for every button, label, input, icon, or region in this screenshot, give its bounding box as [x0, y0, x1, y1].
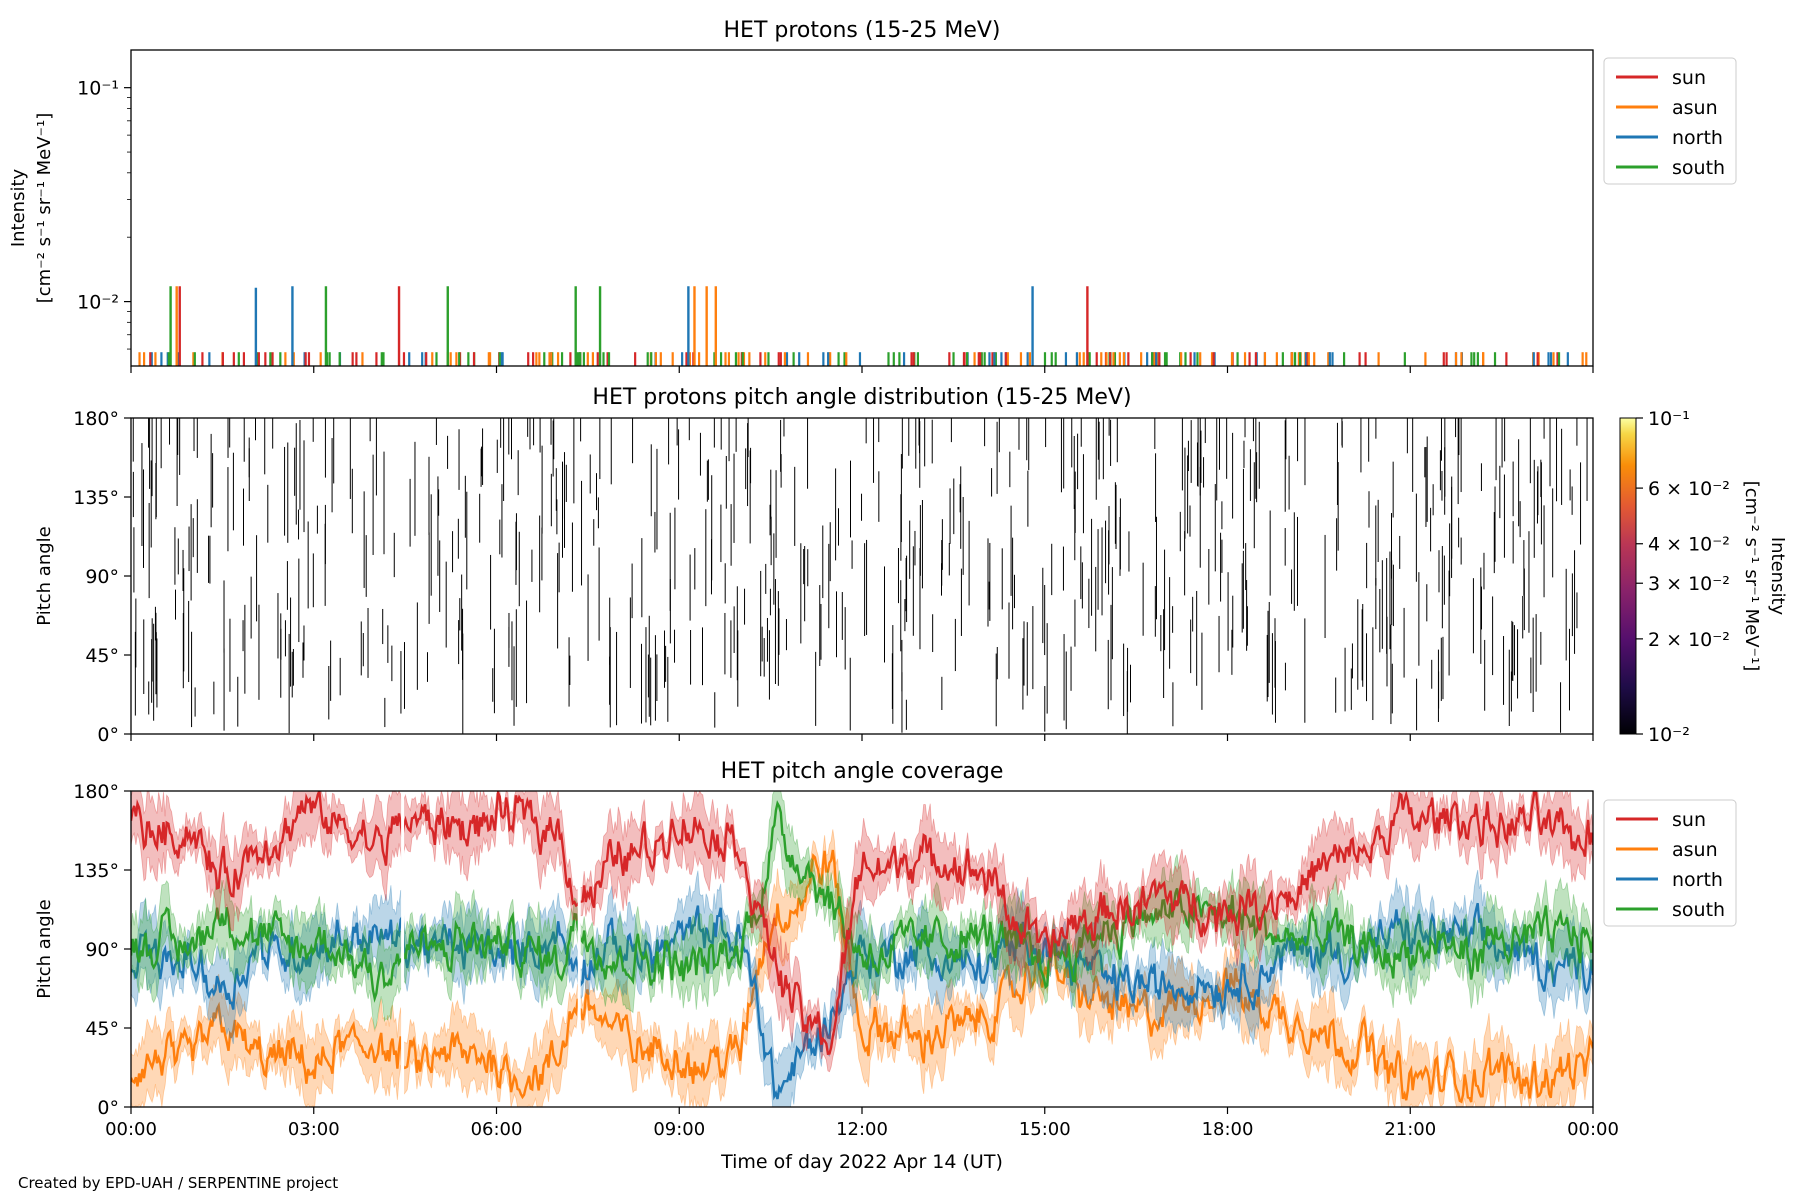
colorbar-tick-label: 10⁻¹	[1648, 408, 1690, 430]
panel1-ylabel-line2: [cm⁻² s⁻¹ sr⁻¹ MeV⁻¹]	[34, 113, 55, 304]
legend-label-asun: asun	[1672, 839, 1718, 861]
y-tick-label: 180°	[73, 781, 119, 803]
colorbar-label-line2: [cm⁻² s⁻¹ sr⁻¹ MeV⁻¹]	[1741, 481, 1762, 672]
x-tick-label: 15:00	[1019, 1119, 1071, 1140]
y-tick-label: 10⁻²	[77, 292, 119, 314]
panel1-frame	[130, 49, 1594, 367]
y-tick-label: 135°	[73, 487, 119, 509]
panel2-title: HET protons pitch angle distribution (15…	[592, 385, 1131, 410]
x-tick-label: 12:00	[836, 1119, 888, 1140]
legend-label-north: north	[1672, 869, 1723, 891]
coverage-band-north	[131, 869, 1593, 1107]
coverage-line-sun	[131, 791, 1593, 1056]
coverage-band-asun	[131, 829, 1593, 1107]
x-tick-label: 03:00	[288, 1119, 340, 1140]
y-tick-label: 45°	[85, 1018, 119, 1040]
panel-pitch-coverage: HET pitch angle coverage 0° 45° 90° 135° 180…	[34, 759, 1737, 1140]
panel2-ylabel: Pitch angle	[34, 526, 55, 625]
colorbar-tick-label: 10⁻²	[1648, 724, 1690, 746]
panel1-legend: sun asun north south	[1603, 57, 1737, 185]
panel3-ylabel: Pitch angle	[34, 899, 55, 998]
y-tick-label: 0°	[97, 1097, 119, 1119]
y-tick-label: 0°	[97, 724, 119, 746]
legend-label-north: north	[1672, 127, 1723, 149]
colorbar	[1619, 417, 1637, 735]
coverage-line-south	[131, 800, 1593, 1003]
panel3-legend: sun asun north south	[1603, 799, 1737, 927]
legend-box	[1603, 799, 1737, 927]
panel1-ylabel-line1: Intensity	[8, 168, 29, 247]
x-tick-label: 06:00	[471, 1119, 523, 1140]
footer-credit: Created by EPD-UAH / SERPENTINE project	[18, 1174, 338, 1192]
x-tick-label: 00:00	[105, 1119, 157, 1140]
panel3-title: HET pitch angle coverage	[721, 759, 1004, 784]
x-tick-label: 09:00	[653, 1119, 705, 1140]
y-tick-label: 180°	[73, 408, 119, 430]
panel1-title: HET protons (15-25 MeV)	[724, 18, 1001, 43]
legend-label-south: south	[1672, 899, 1725, 921]
coverage-band-south	[131, 791, 1593, 1031]
panel-intensity: HET protons (15-25 MeV) 10⁻¹ 10⁻² Intensi…	[8, 18, 1737, 373]
x-axis-label: Time of day 2022 Apr 14 (UT)	[720, 1151, 1003, 1173]
data-gap	[401, 791, 405, 1107]
y-tick-label: 10⁻¹	[77, 78, 119, 100]
panel-pitch-distribution: HET protons pitch angle distribution (15…	[34, 385, 1788, 746]
y-tick-label: 135°	[73, 860, 119, 882]
legend-label-asun: asun	[1672, 97, 1718, 119]
x-tick-label: 21:00	[1384, 1119, 1436, 1140]
colorbar-tick-label: 2 × 10⁻²	[1648, 629, 1730, 651]
y-tick-label: 45°	[85, 645, 119, 667]
legend-label-sun: sun	[1672, 67, 1706, 89]
colorbar-tick-label: 6 × 10⁻²	[1648, 478, 1730, 500]
x-tick-label: 18:00	[1202, 1119, 1254, 1140]
x-tick-label: 00:00	[1567, 1119, 1619, 1140]
colorbar-label-line1: Intensity	[1767, 537, 1788, 616]
coverage-line-north	[131, 902, 1593, 1101]
legend-label-south: south	[1672, 157, 1725, 179]
legend-label-sun: sun	[1672, 809, 1706, 831]
coverage-line-asun	[131, 849, 1593, 1104]
data-gap	[577, 791, 581, 1107]
colorbar-tick-label: 4 × 10⁻²	[1648, 534, 1730, 556]
y-tick-label: 90°	[85, 566, 119, 588]
y-tick-label: 90°	[85, 939, 119, 961]
legend-box	[1603, 57, 1737, 185]
colorbar-tick-label: 3 × 10⁻²	[1648, 573, 1730, 595]
